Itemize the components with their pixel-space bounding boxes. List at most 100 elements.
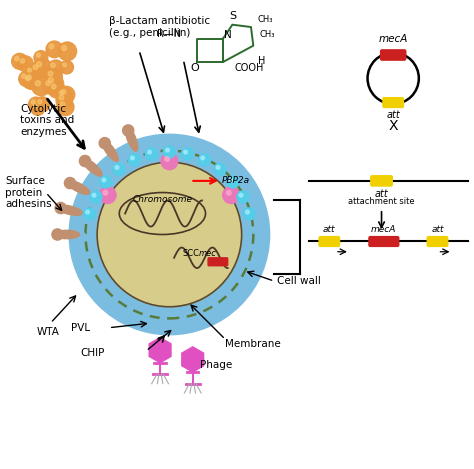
Circle shape	[55, 203, 66, 214]
Text: attachment site: attachment site	[348, 197, 415, 206]
Text: X: X	[388, 119, 398, 133]
Circle shape	[128, 154, 140, 166]
Ellipse shape	[96, 170, 106, 180]
Ellipse shape	[57, 205, 82, 215]
Circle shape	[32, 77, 50, 96]
FancyBboxPatch shape	[369, 236, 399, 246]
Circle shape	[92, 193, 96, 197]
Circle shape	[60, 61, 73, 74]
Circle shape	[45, 68, 63, 86]
Circle shape	[56, 92, 73, 109]
Circle shape	[48, 77, 54, 83]
Text: Cytolytic
toxins and
enzymes: Cytolytic toxins and enzymes	[20, 104, 74, 137]
Ellipse shape	[82, 158, 102, 176]
Ellipse shape	[132, 144, 139, 156]
FancyBboxPatch shape	[383, 98, 403, 107]
Circle shape	[59, 95, 64, 100]
Circle shape	[199, 154, 210, 166]
FancyBboxPatch shape	[371, 176, 392, 186]
Text: Chromosome: Chromosome	[132, 195, 192, 204]
Text: H: H	[258, 56, 266, 66]
Circle shape	[52, 229, 63, 240]
Ellipse shape	[67, 181, 90, 194]
Text: Membrane: Membrane	[225, 339, 281, 349]
Text: CHIP: CHIP	[81, 348, 105, 358]
Circle shape	[113, 163, 125, 175]
Circle shape	[216, 166, 220, 169]
Circle shape	[83, 208, 96, 220]
Circle shape	[31, 102, 45, 115]
Circle shape	[61, 90, 66, 94]
Text: att: att	[323, 225, 336, 234]
Circle shape	[18, 56, 33, 72]
Circle shape	[165, 157, 169, 161]
Circle shape	[46, 41, 63, 58]
Circle shape	[12, 53, 27, 69]
Circle shape	[103, 190, 108, 195]
Circle shape	[57, 98, 74, 115]
Circle shape	[38, 99, 42, 104]
Circle shape	[146, 148, 157, 160]
Circle shape	[99, 137, 110, 149]
Text: att: att	[374, 189, 388, 199]
Circle shape	[246, 210, 249, 214]
Circle shape	[35, 81, 40, 86]
Circle shape	[58, 86, 75, 103]
Text: N: N	[224, 30, 232, 40]
Ellipse shape	[72, 232, 85, 237]
Circle shape	[28, 97, 44, 112]
Circle shape	[60, 102, 65, 106]
Circle shape	[63, 63, 66, 67]
Circle shape	[201, 156, 205, 160]
Circle shape	[183, 150, 187, 154]
Circle shape	[102, 178, 106, 182]
Circle shape	[115, 166, 119, 169]
Circle shape	[48, 81, 65, 98]
Circle shape	[130, 156, 134, 160]
Circle shape	[52, 84, 56, 89]
Circle shape	[90, 191, 102, 203]
FancyBboxPatch shape	[208, 258, 228, 266]
Text: PBP2a: PBP2a	[222, 176, 250, 185]
Text: att: att	[431, 225, 444, 234]
Text: mecA: mecA	[379, 34, 408, 44]
Circle shape	[22, 74, 26, 78]
Circle shape	[33, 58, 52, 76]
Circle shape	[45, 74, 64, 93]
Circle shape	[34, 51, 48, 65]
Circle shape	[237, 191, 249, 203]
Circle shape	[182, 148, 193, 160]
Text: β-Lactam antibiotic
(e.g., penicillin): β-Lactam antibiotic (e.g., penicillin)	[109, 16, 210, 38]
Circle shape	[166, 148, 169, 152]
Circle shape	[239, 193, 243, 197]
FancyBboxPatch shape	[427, 236, 448, 246]
Circle shape	[243, 208, 255, 220]
Circle shape	[46, 81, 50, 86]
Circle shape	[64, 177, 76, 189]
Text: mecA: mecA	[371, 225, 397, 234]
Text: S: S	[229, 11, 236, 21]
FancyBboxPatch shape	[381, 50, 406, 60]
Circle shape	[31, 100, 36, 104]
Circle shape	[59, 91, 64, 95]
Text: att: att	[386, 110, 400, 120]
Circle shape	[19, 71, 34, 87]
Circle shape	[36, 62, 42, 67]
Text: WTA: WTA	[36, 327, 59, 337]
Text: O: O	[191, 63, 200, 73]
Circle shape	[69, 134, 270, 335]
Text: PVL: PVL	[72, 323, 91, 333]
Circle shape	[25, 65, 39, 80]
Circle shape	[33, 65, 38, 69]
Text: COOH: COOH	[235, 63, 264, 73]
Circle shape	[34, 104, 37, 108]
Text: mec: mec	[199, 249, 217, 257]
Circle shape	[48, 71, 53, 76]
Ellipse shape	[112, 155, 121, 166]
Circle shape	[62, 45, 67, 51]
Circle shape	[51, 63, 55, 68]
Circle shape	[26, 76, 30, 81]
Circle shape	[48, 60, 64, 76]
Text: CH₃: CH₃	[259, 30, 275, 39]
Ellipse shape	[83, 189, 95, 197]
